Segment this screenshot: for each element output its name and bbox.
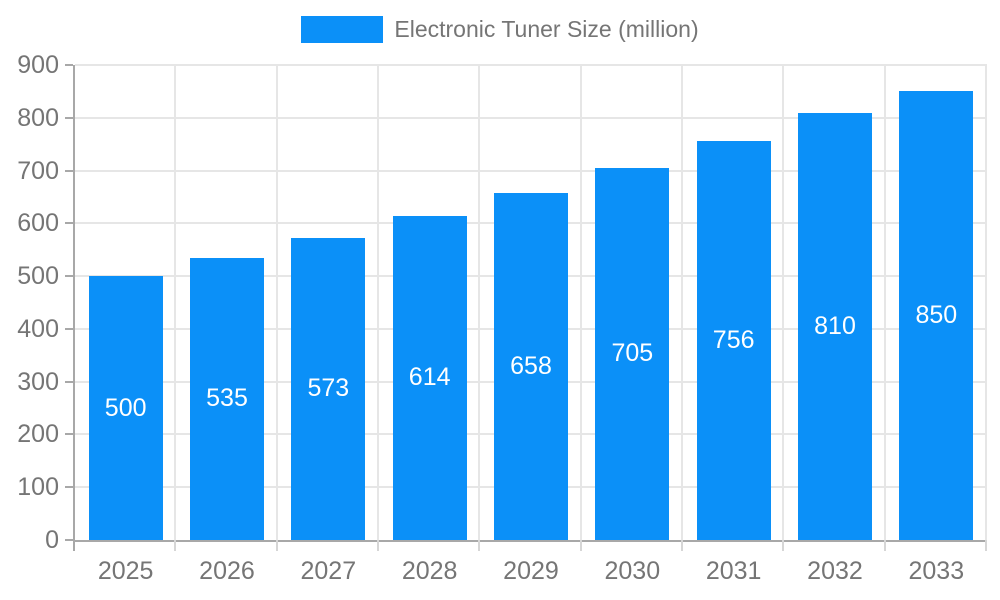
bar-value-label: 658 [510,351,552,380]
y-axis-label: 400 [17,314,59,343]
bar-2033[interactable]: 850 [899,91,974,540]
bar-2026[interactable]: 535 [190,257,264,540]
x-axis-tick [377,540,379,551]
x-axis-label: 2027 [300,557,357,585]
x-axis-label: 2031 [705,557,762,585]
y-axis-tick [65,275,73,278]
y-axis-tick [65,539,73,541]
bar-value-label: 573 [307,374,350,403]
x-axis-tick [782,540,785,551]
x-axis-label: 2026 [199,557,255,585]
gridline-vertical [681,65,683,540]
gridline-vertical [579,65,582,540]
gridline-vertical [782,65,785,540]
bar-2025[interactable]: 500 [88,276,163,540]
bar-value-label: 535 [206,384,248,413]
bar-value-label: 705 [611,339,654,368]
bar-value-label: 850 [915,301,958,330]
y-axis-label: 700 [17,156,59,185]
y-axis-tick [65,222,73,225]
y-axis-tick [65,380,73,383]
x-axis-tick [883,540,886,551]
bar-value-label: 500 [104,393,147,422]
x-axis-label: 2033 [908,557,965,585]
y-axis-label: 300 [17,367,59,396]
gridline-horizontal [75,116,987,119]
bar-value-label: 756 [712,326,755,354]
bar-2028[interactable]: 614 [392,215,467,540]
legend-swatch [301,16,384,43]
gridline-vertical [275,65,278,540]
gridline-horizontal [75,64,987,66]
bar-2030[interactable]: 705 [595,167,670,540]
legend-label: Electronic Tuner Size (million) [394,16,699,42]
bar-value-label: 810 [814,311,856,340]
y-axis-label: 100 [17,473,59,502]
bar-2027[interactable]: 573 [291,237,366,540]
gridline-horizontal [75,169,987,172]
y-axis-tick [65,433,73,436]
y-axis-label: 600 [17,209,59,238]
bar-2031[interactable]: 756 [696,141,771,540]
x-axis-label: 2030 [604,557,661,585]
x-axis-label: 2032 [807,557,863,585]
bar-value-label: 614 [408,363,451,392]
y-axis-tick [65,327,73,330]
x-axis-tick [73,540,75,551]
gridline-vertical [174,65,177,540]
x-axis-label: 2025 [97,557,154,585]
bar-2032[interactable]: 810 [798,112,872,540]
gridline-vertical [377,65,379,540]
x-axis-tick [275,540,278,551]
y-axis-label: 900 [17,51,59,79]
chart-legend[interactable]: Electronic Tuner Size (million) [0,16,1000,43]
x-axis-tick [478,540,481,551]
plot-area: 0 100 200 300 400 500 600 700 800 900 500 2025 535 20… [17,51,987,585]
gridline-vertical [883,65,886,540]
y-axis-label: 800 [17,103,59,132]
y-axis-tick [65,486,73,489]
x-axis-tick [174,540,177,551]
y-axis-tick [65,169,73,172]
gridline-vertical [985,65,987,540]
y-axis-tick [65,116,73,119]
x-axis-tick [985,540,987,551]
y-axis-label: 200 [17,420,59,449]
y-axis-tick [65,64,73,66]
y-axis-label: 0 [45,526,59,554]
y-axis-label: 500 [17,262,59,291]
x-axis-label: 2028 [401,557,458,585]
x-axis-tick [579,540,582,551]
x-axis-tick [681,540,683,551]
gridline-vertical [478,65,481,540]
x-axis-label: 2029 [503,557,559,585]
bar-2029[interactable]: 658 [494,192,568,540]
